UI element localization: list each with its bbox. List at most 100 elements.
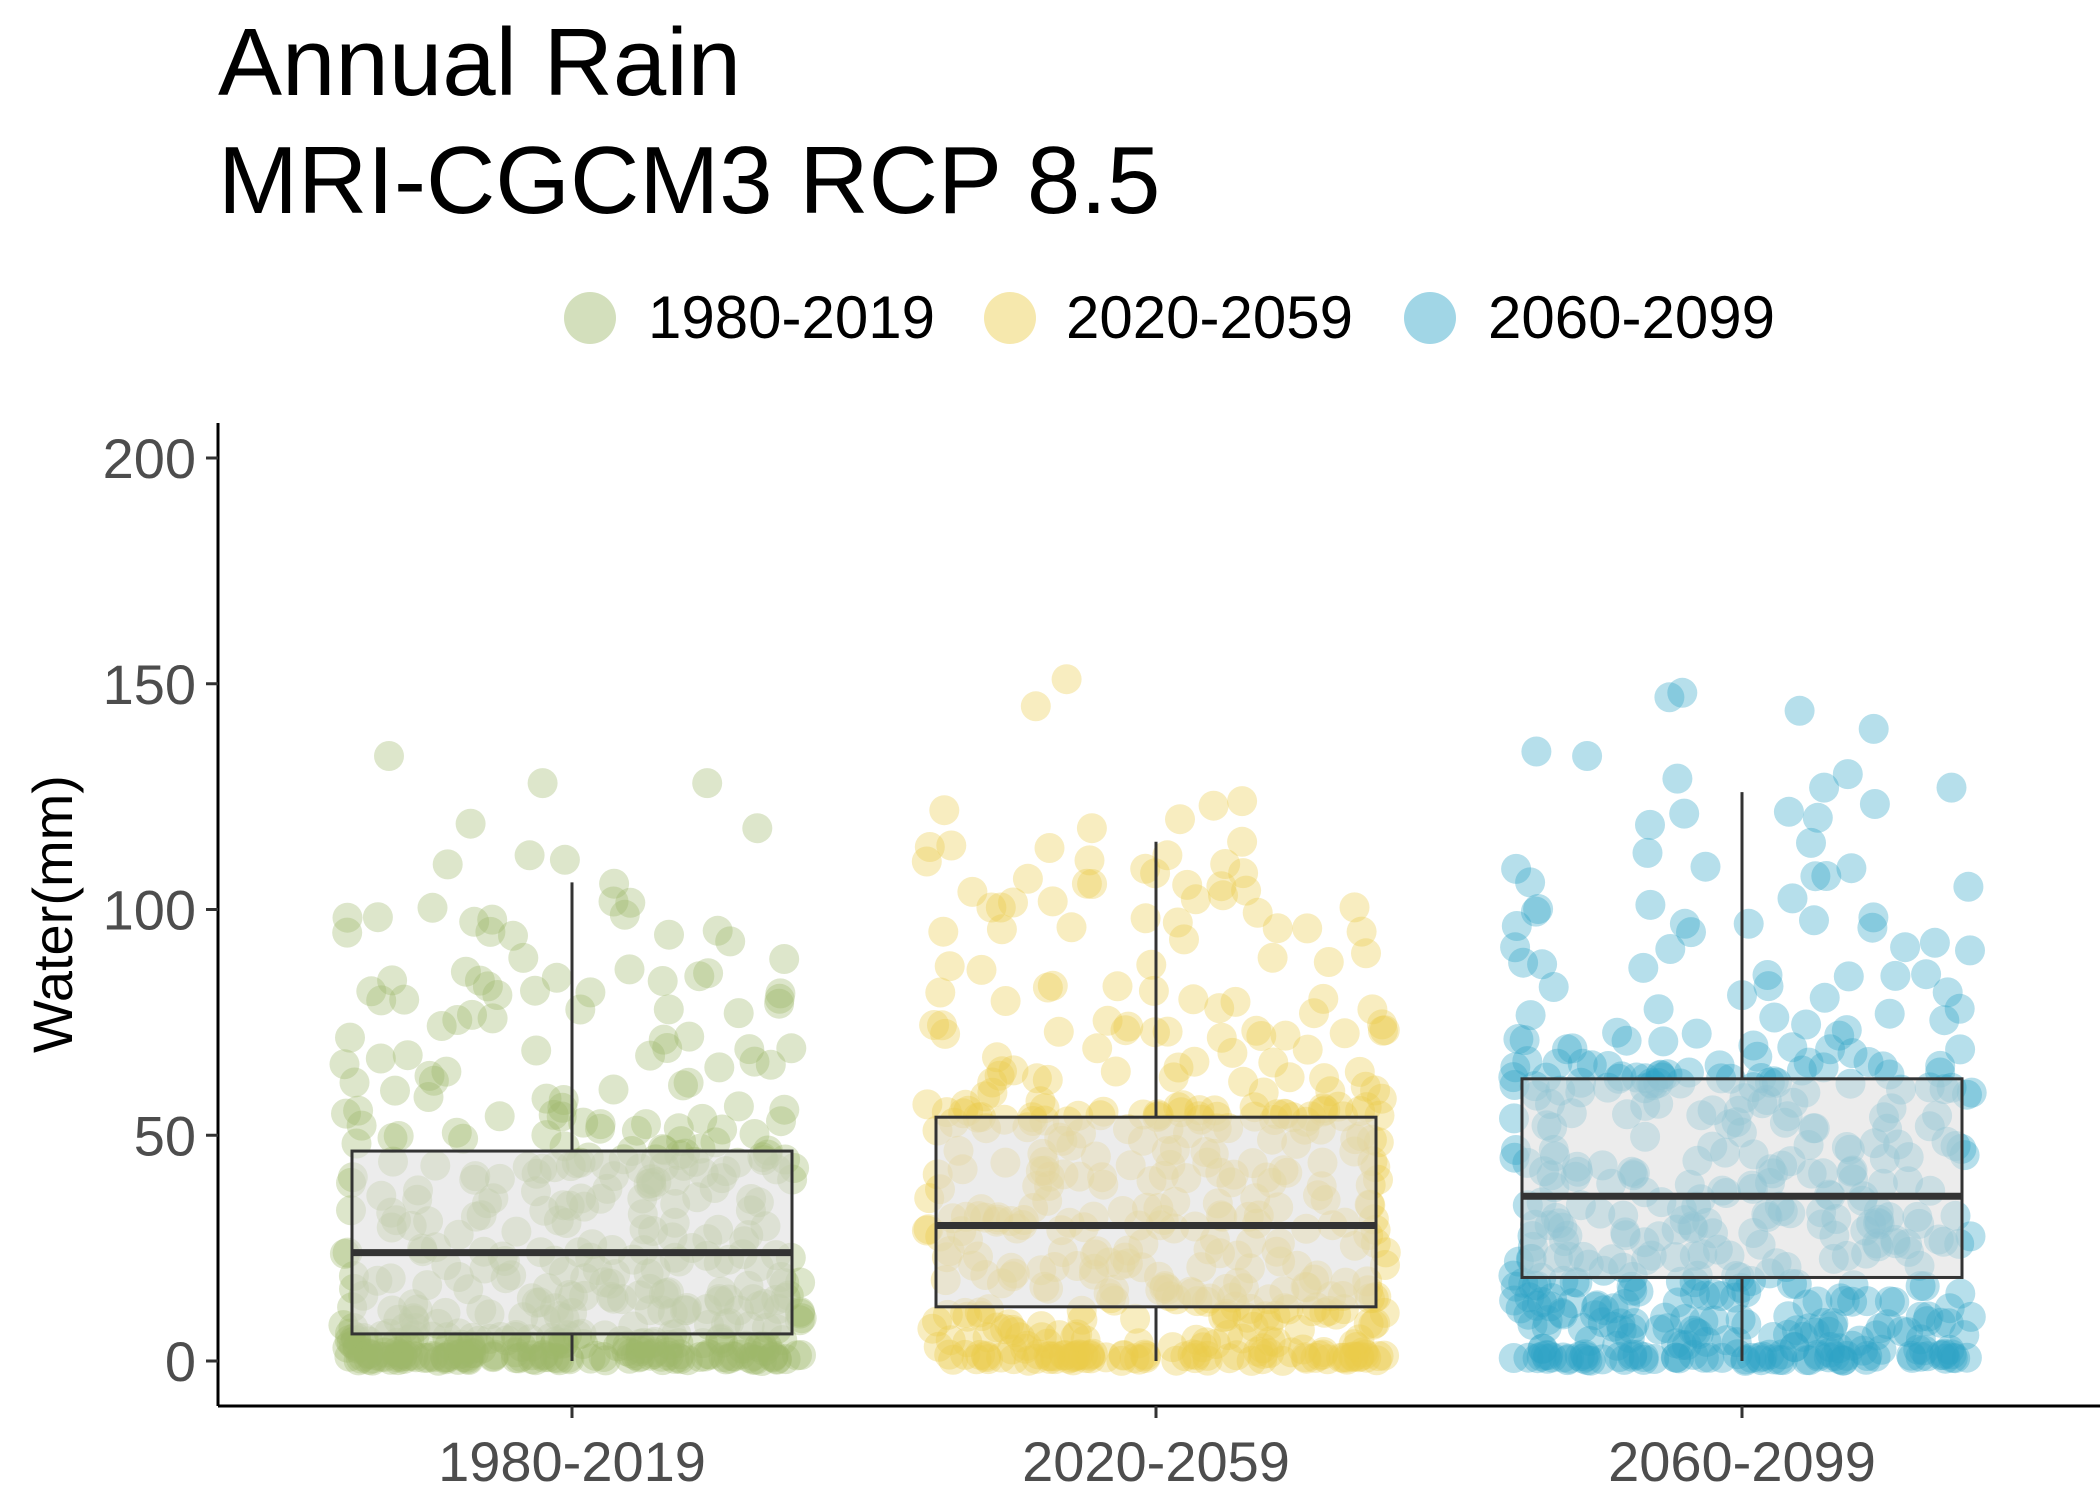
data-point — [1532, 1305, 1563, 1336]
data-point — [1887, 1316, 1917, 1347]
data-point — [446, 1329, 477, 1360]
data-point — [1501, 853, 1532, 884]
data-point — [1730, 1345, 1761, 1376]
data-point — [663, 1113, 694, 1144]
data-point — [766, 1106, 796, 1137]
data-point — [382, 1342, 413, 1373]
data-point — [477, 1003, 508, 1034]
legend-item: 1980-2019 — [564, 284, 935, 351]
data-point — [430, 1342, 461, 1373]
data-point — [654, 919, 684, 950]
data-point — [1690, 851, 1721, 882]
data-point — [1191, 1327, 1222, 1358]
data-point — [654, 1329, 685, 1360]
data-point — [976, 892, 1007, 923]
data-point — [457, 999, 487, 1030]
data-point — [1257, 942, 1288, 973]
data-point — [554, 1344, 585, 1375]
outlier-point — [742, 813, 773, 844]
data-point — [1860, 1341, 1891, 1372]
data-point — [1655, 934, 1686, 964]
legend-swatch-2020-2059 — [984, 292, 1036, 344]
data-point — [1351, 938, 1381, 969]
data-point — [359, 1340, 390, 1371]
data-point — [1526, 1341, 1557, 1372]
data-point — [575, 1343, 606, 1374]
data-point — [533, 1342, 564, 1373]
data-point — [638, 1339, 669, 1370]
outlier-point — [514, 840, 545, 871]
data-point — [1308, 983, 1339, 1014]
data-point — [1851, 1344, 1882, 1375]
data-point — [1211, 1301, 1242, 1332]
data-point — [1227, 1323, 1258, 1354]
data-point — [334, 1341, 365, 1372]
y-tick-label: 50 — [134, 1104, 196, 1167]
x-ticks: 1980-2019 2020-2059 2060-2099 — [438, 1406, 1876, 1493]
data-point — [752, 1331, 783, 1362]
data-point — [1929, 1005, 1960, 1036]
data-point — [1513, 1299, 1544, 1330]
data-point — [1535, 1291, 1566, 1322]
data-point — [414, 1060, 445, 1091]
data-point — [1339, 892, 1370, 923]
data-point — [1247, 1333, 1278, 1364]
data-point — [647, 1345, 678, 1376]
data-point — [971, 1342, 1002, 1373]
data-point — [1181, 1324, 1212, 1355]
data-point — [1313, 947, 1344, 977]
data-point — [1299, 998, 1329, 1029]
data-point — [498, 920, 528, 951]
data-point — [1758, 1322, 1789, 1352]
data-point — [521, 1035, 552, 1066]
data-point — [615, 887, 646, 918]
data-point — [450, 956, 481, 987]
data-point — [1802, 1286, 1833, 1317]
data-point — [413, 1082, 444, 1112]
data-point — [1180, 884, 1211, 915]
data-point — [332, 902, 363, 933]
data-point — [1091, 1342, 1121, 1373]
data-point — [1248, 1077, 1279, 1108]
data-point — [1192, 1340, 1223, 1371]
data-point — [1925, 1340, 1956, 1371]
data-point — [1498, 1343, 1529, 1373]
data-point — [575, 977, 606, 1008]
data-point — [478, 1342, 509, 1373]
data-point — [478, 1341, 509, 1372]
data-point — [418, 1342, 449, 1373]
data-point — [1292, 1034, 1323, 1065]
data-point — [1350, 1071, 1381, 1102]
outlier-point — [1832, 759, 1863, 790]
data-point — [1341, 1332, 1372, 1362]
data-point — [1852, 1286, 1882, 1317]
data-point — [1527, 1333, 1558, 1364]
data-point — [1598, 1293, 1629, 1324]
data-point — [1628, 1342, 1659, 1372]
data-point — [1005, 1322, 1036, 1353]
data-point — [568, 1107, 599, 1138]
data-point — [1167, 1090, 1198, 1121]
data-point — [934, 951, 965, 982]
data-point — [1691, 1326, 1722, 1357]
data-point — [747, 1330, 778, 1361]
data-point — [1567, 1313, 1598, 1343]
data-point — [1919, 927, 1950, 958]
data-point — [1071, 868, 1102, 899]
data-point — [1897, 1342, 1928, 1373]
data-point — [1632, 837, 1663, 868]
data-point — [1722, 1339, 1753, 1370]
data-point — [1367, 1009, 1398, 1040]
data-point — [674, 1021, 705, 1052]
data-point — [1033, 1341, 1064, 1372]
data-point — [1933, 1308, 1964, 1339]
data-point — [1130, 903, 1161, 934]
data-point — [1808, 1308, 1839, 1338]
data-point — [1754, 1339, 1785, 1370]
chart-title-line-2: MRI-CGCM3 RCP 8.5 — [218, 127, 1160, 234]
data-point — [453, 1344, 484, 1374]
data-point — [1736, 1342, 1767, 1373]
data-point — [1023, 1339, 1054, 1370]
data-point — [339, 1067, 370, 1098]
data-point — [1752, 960, 1783, 990]
